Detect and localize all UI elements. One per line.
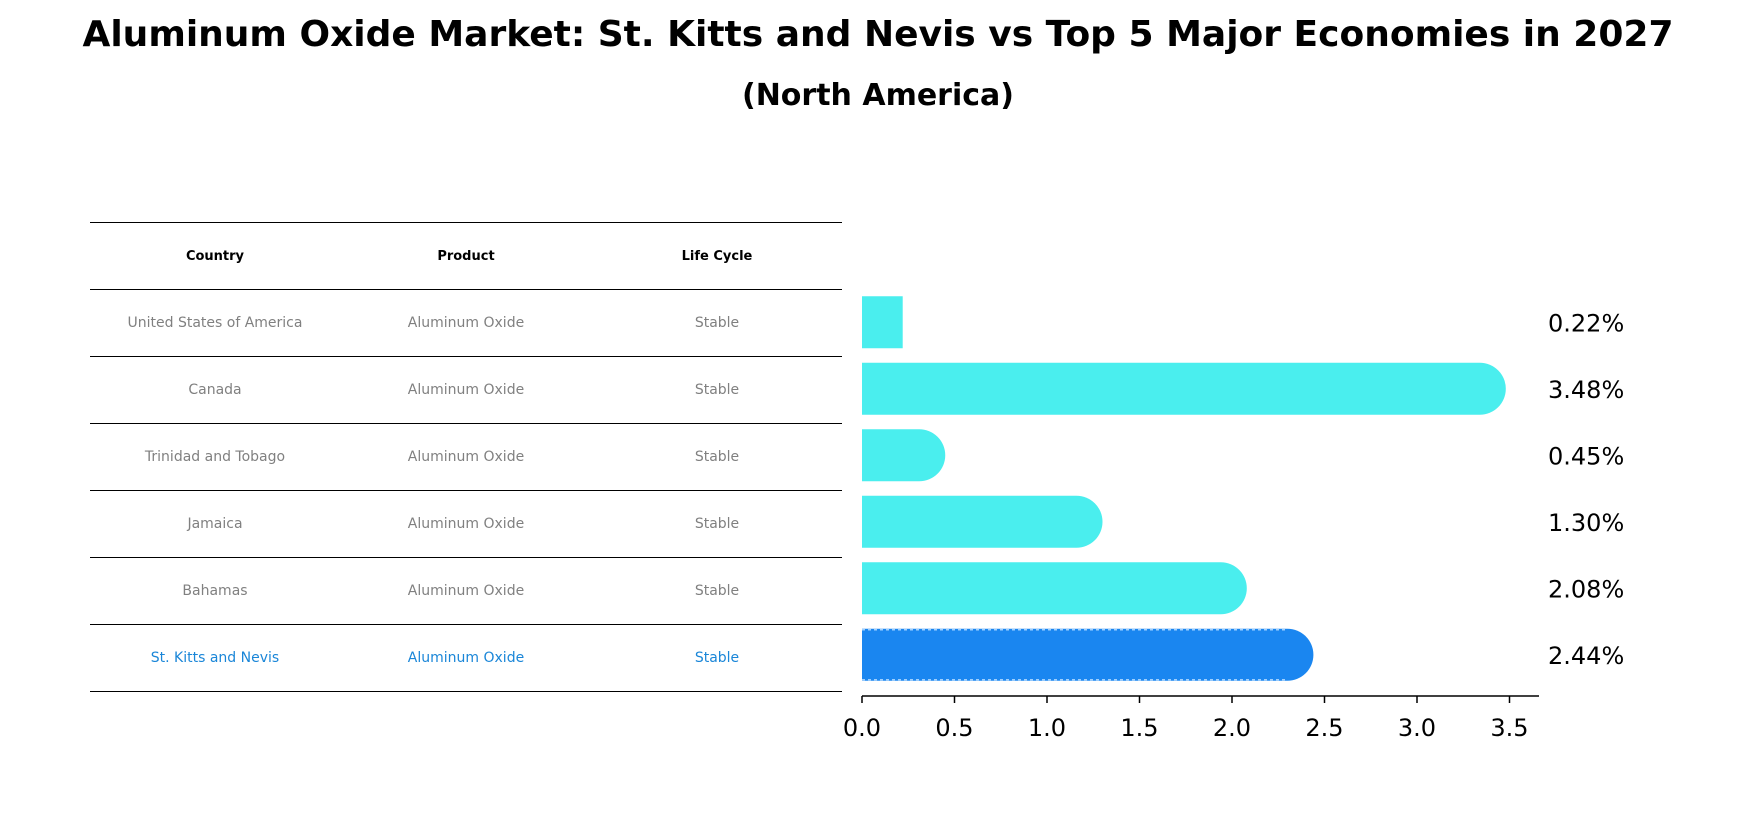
cell-life-cycle: Stable — [694, 516, 740, 532]
cell-country: St. Kitts and Nevis — [150, 650, 280, 666]
bar — [862, 362, 1506, 415]
value-label: 0.45% — [1548, 442, 1624, 470]
x-tick-label: 3.0 — [1398, 714, 1436, 742]
cell-product: Aluminum Oxide — [407, 315, 525, 331]
chart-subtitle: (North America) — [741, 78, 1014, 113]
header-country: Country — [185, 248, 245, 264]
chart-title: Aluminum Oxide Market: St. Kitts and Nev… — [82, 14, 1674, 55]
cell-life-cycle: Stable — [694, 449, 740, 465]
cell-product: Aluminum Oxide — [407, 516, 525, 532]
table-row: Bahamas Aluminum Oxide Stable — [90, 557, 842, 624]
x-tick-label: 2.5 — [1305, 714, 1343, 742]
cell-product: Aluminum Oxide — [407, 382, 525, 398]
value-label: 1.30% — [1548, 509, 1624, 537]
table-row-highlighted: St. Kitts and Nevis Aluminum Oxide Stabl… — [90, 624, 842, 692]
x-tick-label: 1.0 — [1028, 714, 1066, 742]
table-row: Canada Aluminum Oxide Stable — [90, 356, 842, 423]
x-tick-label: 0.0 — [843, 714, 881, 742]
cell-life-cycle: Stable — [694, 650, 740, 666]
cell-country: Bahamas — [182, 583, 248, 599]
table-row: Trinidad and Tobago Aluminum Oxide Stabl… — [90, 423, 842, 490]
value-label: 2.44% — [1548, 642, 1624, 670]
cell-product: Aluminum Oxide — [407, 583, 525, 599]
cell-life-cycle: Stable — [694, 382, 740, 398]
cell-life-cycle: Stable — [694, 583, 740, 599]
bar-highlighted — [862, 628, 1314, 681]
table-row: Jamaica Aluminum Oxide Stable — [90, 490, 842, 557]
cell-life-cycle: Stable — [694, 315, 740, 331]
x-tick-label: 1.5 — [1120, 714, 1158, 742]
table-header: Country Product Life Cycle — [90, 222, 842, 289]
value-label: 0.22% — [1548, 309, 1624, 337]
cell-product: Aluminum Oxide — [407, 650, 525, 666]
x-tick-label: 0.5 — [935, 714, 973, 742]
cell-country: United States of America — [127, 315, 303, 331]
cell-country: Trinidad and Tobago — [144, 449, 286, 465]
header-product: Product — [437, 248, 495, 264]
data-table: Country Product Life Cycle United States… — [90, 222, 842, 692]
bar — [862, 429, 946, 482]
value-label: 2.08% — [1548, 575, 1624, 603]
bar — [862, 562, 1247, 615]
header-life-cycle: Life Cycle — [681, 248, 753, 264]
table-row: United States of America Aluminum Oxide … — [90, 289, 842, 356]
value-label: 3.48% — [1548, 376, 1624, 404]
cell-country: Jamaica — [187, 516, 243, 532]
bar — [862, 495, 1103, 548]
x-tick-label: 3.5 — [1490, 714, 1528, 742]
cell-country: Canada — [188, 382, 242, 398]
cell-product: Aluminum Oxide — [407, 449, 525, 465]
bar — [862, 296, 903, 349]
x-tick-label: 2.0 — [1213, 714, 1251, 742]
